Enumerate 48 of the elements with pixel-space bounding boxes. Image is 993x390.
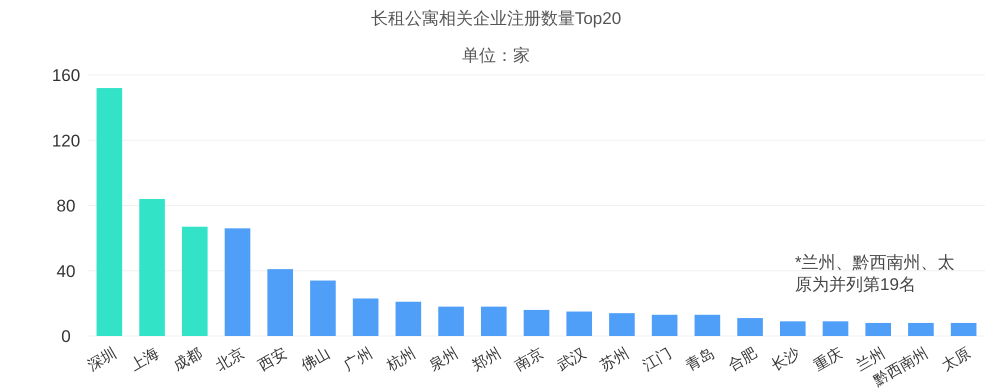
x-tick-label: 长沙 [768,344,803,374]
y-tick-label: 80 [56,196,76,216]
x-tick-label: 泉州 [426,344,462,374]
bar [652,314,678,336]
x-tick-label: 佛山 [298,344,333,374]
chart-title: 长租公寓相关企业注册数量Top20 [370,9,622,28]
x-tick-label: 合肥 [726,344,760,374]
y-tick-label: 0 [61,327,71,346]
y-tick-label: 160 [52,66,80,85]
annotation: *兰州、黔西南州、太原为并列第19名 [795,252,955,296]
bar [908,322,934,336]
bar [737,318,763,336]
bar [96,88,122,336]
x-tick-label: 苏州 [597,344,632,374]
x-tick-label: 武汉 [554,344,590,374]
bar [182,226,208,336]
bar [480,306,507,336]
bar [224,228,250,336]
x-tick-label: 江门 [640,344,675,374]
bar [438,306,464,336]
bar [310,280,336,336]
x-tick-label: 北京 [213,344,248,374]
x-tick-label: 郑州 [469,344,504,374]
bar [694,314,720,336]
x-tick-label: 深圳 [84,344,120,374]
bar [139,198,165,336]
bar [267,269,294,336]
y-tick-label: 40 [56,262,76,281]
bar [865,322,892,336]
bar [352,298,378,336]
x-tick-label: 南京 [512,344,546,374]
bar [950,322,976,336]
bar [780,321,806,336]
chart-subtitle: 单位：家 [462,46,530,65]
x-tick-label: 青岛 [682,344,718,374]
bar [822,321,848,336]
x-tick-label: 上海 [128,344,162,374]
bar [609,313,635,336]
bar [524,310,550,336]
x-tick-label: 太原 [939,344,974,374]
x-tick-label: 杭州 [383,344,418,375]
bar [566,312,592,336]
bar [396,302,422,336]
x-tick-label: 广州 [341,344,376,374]
x-tick-label: 成都 [170,344,205,374]
x-tick-label: 重庆 [811,344,846,374]
y-tick-label: 120 [52,131,80,150]
x-tick-label: 西安 [256,344,290,374]
